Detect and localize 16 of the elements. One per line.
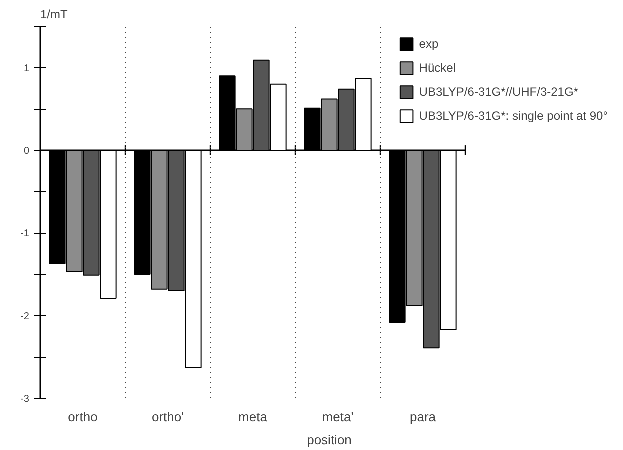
x-tick-label: meta [238, 410, 268, 424]
y-tick-label: -1 [20, 228, 30, 240]
y-tick-label: 0 [24, 146, 30, 157]
legend-label: UB3LYP/6-31G*//UHF/3-21G* [419, 85, 578, 99]
y-tick-label: -2 [20, 311, 30, 322]
legend-label: exp [419, 37, 440, 51]
legend-label: Hückel [419, 61, 456, 75]
y-tick-label: -3 [20, 394, 30, 405]
x-tick-label: ortho' [152, 410, 184, 424]
y-tick-label: 1 [24, 63, 30, 74]
y-axis-title: 1/mT [40, 8, 69, 22]
x-axis-title: position [307, 432, 352, 448]
x-tick-label: para [410, 410, 437, 424]
legend-label: UB3LYP/6-31G*: single point at 90° [419, 109, 608, 123]
x-tick-label: ortho [68, 410, 98, 424]
x-tick-label: meta' [322, 410, 354, 424]
